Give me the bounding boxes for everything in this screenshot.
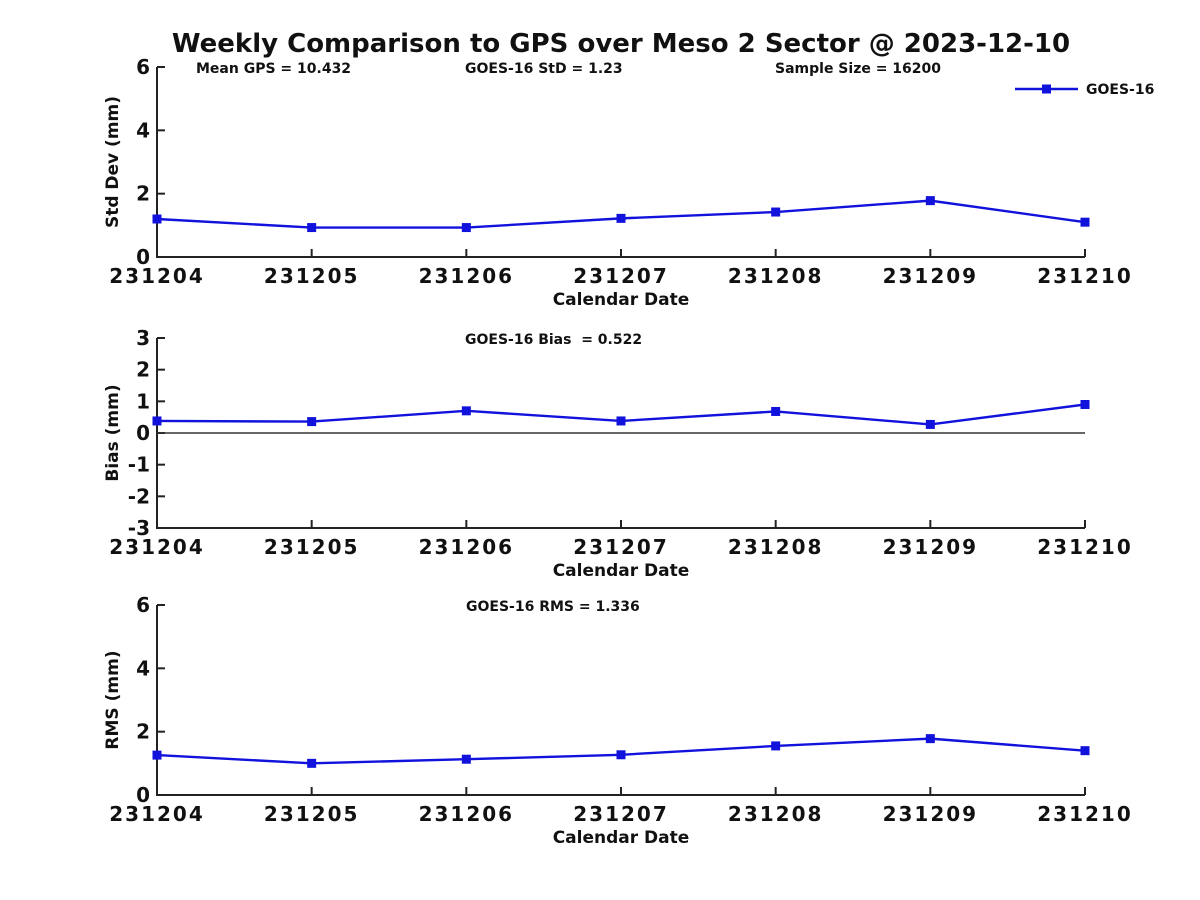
subplot-rms: 0 2 4 6 231204 231205 231206 231207 231208 231209… xyxy=(103,593,1133,848)
x-tick-label: 231207 xyxy=(573,264,669,288)
stat-annotation: GOES-16 RMS = 1.336 xyxy=(466,599,640,615)
y-tick-label: 0 xyxy=(136,421,150,445)
data-point-marker xyxy=(925,734,935,744)
y-tick-label: -2 xyxy=(128,484,150,508)
y-tick-label: -1 xyxy=(128,453,150,477)
x-axis-label: Calendar Date xyxy=(553,561,690,581)
y-tick-label: 2 xyxy=(136,182,150,206)
data-point-marker xyxy=(1080,400,1090,409)
data-point-marker xyxy=(307,758,317,768)
x-tick-label: 231208 xyxy=(728,264,824,288)
y-tick-label: 0 xyxy=(136,783,150,807)
data-point-marker xyxy=(616,213,626,223)
x-tick-label: 231206 xyxy=(419,535,515,559)
y-tick-label: 0 xyxy=(136,245,150,269)
y-tick-label: 4 xyxy=(136,118,150,142)
x-tick-label: 231205 xyxy=(264,802,360,826)
subplot-std-dev: 0 2 4 6 231204 231205 231206 231207 231208 231209… xyxy=(103,55,1133,310)
legend-label: GOES-16 xyxy=(1086,82,1154,98)
x-tick-label: 231204 xyxy=(109,802,205,826)
data-point-marker xyxy=(925,419,935,429)
data-point-marker xyxy=(307,417,317,427)
x-tick-label: 231210 xyxy=(1037,535,1133,559)
x-tick-label: 231204 xyxy=(109,264,205,288)
data-point-marker xyxy=(461,754,471,764)
x-tick-label: 231208 xyxy=(728,535,824,559)
y-axis-label: RMS (mm) xyxy=(103,650,123,749)
y-axis-label: Std Dev (mm) xyxy=(103,96,123,228)
x-tick-label: 231207 xyxy=(573,535,669,559)
x-tick-label: 231209 xyxy=(883,802,979,826)
y-tick-label: 2 xyxy=(136,720,150,744)
y-tick-label: 1 xyxy=(136,389,150,413)
y-axis-label: Bias (mm) xyxy=(103,384,123,481)
y-tick-label: 2 xyxy=(136,358,150,382)
data-point-marker xyxy=(152,750,162,760)
data-point-marker xyxy=(152,416,162,426)
x-tick-label: 231208 xyxy=(728,802,824,826)
data-point-marker xyxy=(461,223,471,233)
data-point-marker xyxy=(307,223,317,233)
x-tick-label: 231206 xyxy=(419,802,515,826)
axis-lines xyxy=(156,605,1085,796)
stat-annotation: Sample Size = 16200 xyxy=(775,61,941,77)
data-point-marker xyxy=(771,207,781,217)
stat-annotation: Mean GPS = 10.432 xyxy=(196,61,351,77)
legend-marker xyxy=(1042,84,1051,94)
x-tick-label: 231207 xyxy=(573,802,669,826)
x-tick-label: 231205 xyxy=(264,535,360,559)
y-tick-label: 6 xyxy=(136,593,150,617)
x-tick-label: 231205 xyxy=(264,264,360,288)
y-tick-label: 3 xyxy=(136,326,150,350)
data-point-marker xyxy=(771,406,781,416)
data-point-marker xyxy=(771,741,781,751)
y-tick-label: 4 xyxy=(136,656,150,680)
x-axis-label: Calendar Date xyxy=(553,290,690,310)
legend: GOES-16 xyxy=(1015,82,1154,98)
stat-annotation: GOES-16 StD = 1.23 xyxy=(465,61,623,77)
x-tick-label: 231210 xyxy=(1037,264,1133,288)
axis-lines xyxy=(156,67,1085,258)
x-tick-label: 231209 xyxy=(883,535,979,559)
data-point-marker xyxy=(461,406,471,416)
y-tick-label: -3 xyxy=(128,516,150,540)
x-tick-label: 231209 xyxy=(883,264,979,288)
figure-title: Weekly Comparison to GPS over Meso 2 Sec… xyxy=(172,29,1070,59)
data-point-marker xyxy=(616,750,626,760)
data-point-marker xyxy=(925,196,935,206)
data-point-marker xyxy=(152,214,162,224)
stat-annotation: GOES-16 Bias = 0.522 xyxy=(465,332,642,348)
x-tick-label: 231204 xyxy=(109,535,205,559)
x-tick-label: 231210 xyxy=(1037,802,1133,826)
data-point-marker xyxy=(616,416,626,426)
y-tick-label: 6 xyxy=(136,55,150,79)
x-axis-label: Calendar Date xyxy=(553,828,690,848)
data-point-marker xyxy=(1080,217,1090,227)
subplot-bias: -3 -2 -1 0 1 2 3 231204 231205 231206 231207 231208… xyxy=(103,326,1133,581)
data-point-marker xyxy=(1080,746,1090,756)
x-tick-label: 231206 xyxy=(419,264,515,288)
